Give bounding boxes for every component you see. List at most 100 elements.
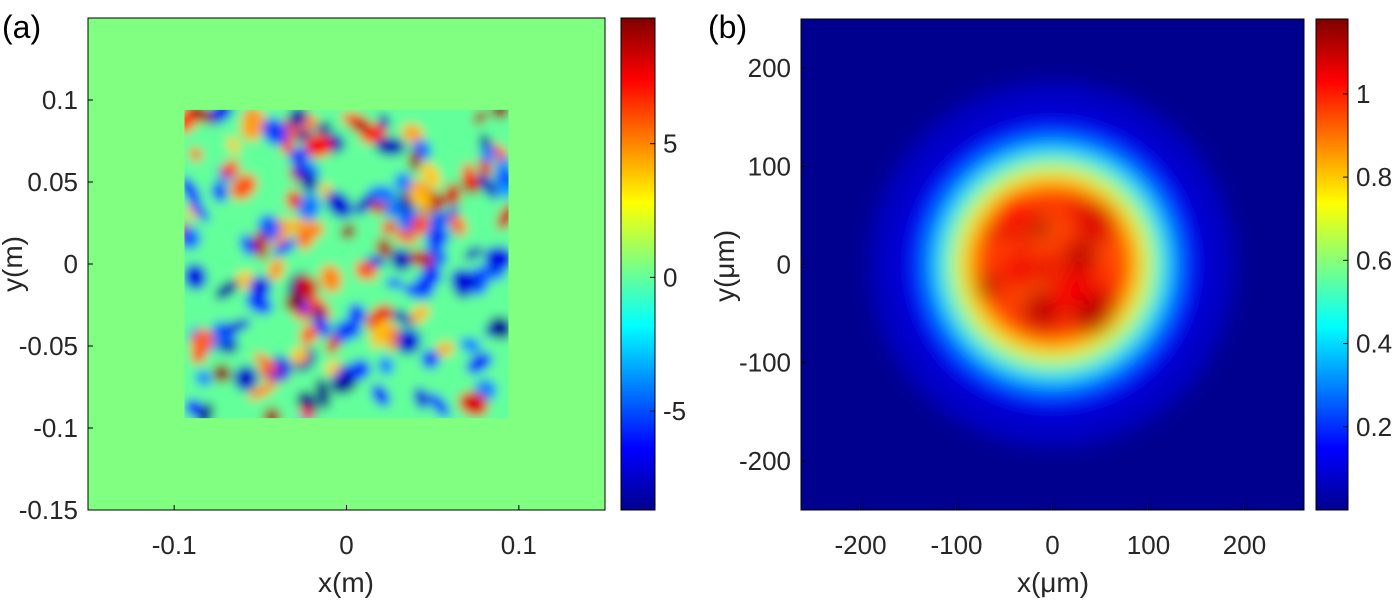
panel-b: (b) -200 -100 0 100 200 -200 -100 0 100 200 x(μm… bbox=[708, 9, 1392, 598]
y-tick-label: 0 bbox=[777, 250, 791, 280]
speckle-blob bbox=[227, 136, 240, 154]
spot-speckle bbox=[1002, 252, 1038, 288]
colorbar-tick-label: 0.4 bbox=[1356, 329, 1392, 359]
panel-b-label: (b) bbox=[708, 9, 747, 45]
colorbar-tick-label: 1 bbox=[1356, 79, 1370, 109]
y-tick-label: -200 bbox=[739, 446, 791, 476]
y-tick-label: 100 bbox=[748, 151, 791, 181]
speckle-blob bbox=[268, 258, 285, 281]
speckle-blob bbox=[410, 305, 429, 323]
speckle-blob bbox=[185, 399, 204, 417]
panel-a-y-axis-title: y(m) bbox=[0, 236, 28, 292]
panel-a-colorbar-ticks: -5 0 5 bbox=[650, 129, 686, 426]
speckle-blob bbox=[354, 193, 374, 216]
speckle-blob bbox=[395, 329, 422, 343]
speckle-blob bbox=[221, 160, 240, 177]
panel-b-y-ticks: -200 -100 0 100 200 bbox=[739, 53, 806, 476]
speckle-blob bbox=[247, 383, 276, 400]
speckle-blob bbox=[480, 144, 497, 164]
speckle-blob bbox=[462, 163, 477, 190]
speckle-blob bbox=[393, 229, 417, 244]
colorbar-tick-label: 0 bbox=[663, 262, 677, 292]
speckle-blob bbox=[428, 211, 450, 230]
speckle-blob bbox=[300, 173, 318, 193]
speckle-blob bbox=[409, 250, 434, 268]
speckle-blob bbox=[325, 191, 353, 219]
x-tick-label: 100 bbox=[1127, 530, 1170, 560]
speckle-blob bbox=[428, 392, 450, 418]
spot-layers bbox=[870, 82, 1235, 447]
speckle-blob bbox=[402, 284, 433, 299]
speckle-blob bbox=[340, 224, 356, 239]
y-tick-label: -0.05 bbox=[19, 331, 78, 361]
panel-a-x-ticks: -0.1 0 0.1 bbox=[152, 505, 537, 560]
y-tick-label: -100 bbox=[739, 348, 791, 378]
spot-speckle bbox=[1064, 240, 1097, 273]
speckle-blob bbox=[390, 309, 417, 327]
speckle-blobs bbox=[184, 109, 509, 419]
speckle-blob bbox=[211, 181, 228, 203]
speckle-blob bbox=[215, 279, 240, 300]
speckle-blob bbox=[497, 179, 509, 199]
speckle-blob bbox=[293, 162, 308, 177]
speckle-blob bbox=[375, 238, 393, 257]
colorbar-tick-label: -5 bbox=[663, 396, 686, 426]
spot-peak bbox=[977, 276, 998, 297]
speckle-blob bbox=[336, 364, 351, 382]
spot-speckle bbox=[996, 193, 1033, 230]
speckle-blob bbox=[281, 138, 294, 155]
speckle-blob bbox=[315, 377, 331, 410]
colorbar-tick-label: 0.8 bbox=[1356, 162, 1392, 192]
speckle-blob bbox=[300, 406, 315, 419]
x-tick-label: 0.1 bbox=[501, 530, 537, 560]
panel-a-x-axis-title: x(m) bbox=[318, 567, 374, 598]
y-tick-label: 200 bbox=[748, 53, 791, 83]
speckle-blob bbox=[263, 407, 281, 419]
speckle-blob bbox=[450, 268, 476, 294]
speckle-blob bbox=[407, 188, 433, 209]
y-tick-label: -0.15 bbox=[19, 495, 78, 525]
speckle-blob bbox=[299, 324, 318, 345]
speckle-blob bbox=[436, 341, 454, 357]
speckle-blob bbox=[245, 293, 273, 315]
speckle-blob bbox=[355, 261, 373, 280]
speckle-blob bbox=[290, 347, 309, 365]
colorbar-tick-label: 0.6 bbox=[1356, 245, 1392, 275]
speckle-blob bbox=[230, 174, 257, 200]
speckle-blob bbox=[184, 176, 201, 204]
speckle-blob bbox=[295, 275, 319, 298]
speckle-blob bbox=[184, 263, 207, 290]
speckle-blob bbox=[288, 147, 310, 164]
y-tick-label: 0.05 bbox=[27, 167, 78, 197]
speckle-blob bbox=[348, 359, 371, 380]
x-tick-label: 0 bbox=[1045, 530, 1059, 560]
speckle-blob bbox=[297, 193, 321, 221]
speckle-blob bbox=[394, 172, 414, 192]
speckle-blob bbox=[384, 199, 404, 218]
speckle-blob bbox=[374, 137, 406, 156]
colorbar-tick-label: 0.2 bbox=[1356, 412, 1392, 442]
speckle-blob bbox=[390, 248, 413, 272]
speckle-blob bbox=[189, 147, 203, 162]
speckle-blob bbox=[253, 230, 269, 261]
speckle-blob bbox=[466, 352, 493, 374]
speckle-blob bbox=[460, 337, 482, 353]
speckle-blob bbox=[190, 329, 214, 355]
speckle-blob bbox=[249, 275, 272, 299]
speckle-blob bbox=[240, 234, 256, 257]
speckle-blob bbox=[425, 226, 450, 248]
speckle-blob bbox=[458, 391, 489, 417]
speckle-blob bbox=[341, 112, 362, 123]
spot-speckle bbox=[1088, 288, 1117, 317]
speckle-blob bbox=[316, 121, 332, 134]
spot-speckle bbox=[1033, 255, 1060, 283]
panel-a: (a) -0.1 0 0.1 -0.15 -0.1 -0.05 0 0.05 0.1 x(m)… bbox=[0, 9, 686, 598]
speckle-blob bbox=[491, 109, 509, 119]
panel-b-focal-spot bbox=[870, 82, 1235, 447]
speckle-blob bbox=[378, 356, 394, 375]
speckle-blob bbox=[385, 278, 404, 289]
speckle-blob bbox=[195, 370, 212, 387]
speckle-blob bbox=[464, 246, 483, 261]
spot-speckle bbox=[1052, 287, 1077, 312]
speckle-blob bbox=[483, 246, 509, 271]
